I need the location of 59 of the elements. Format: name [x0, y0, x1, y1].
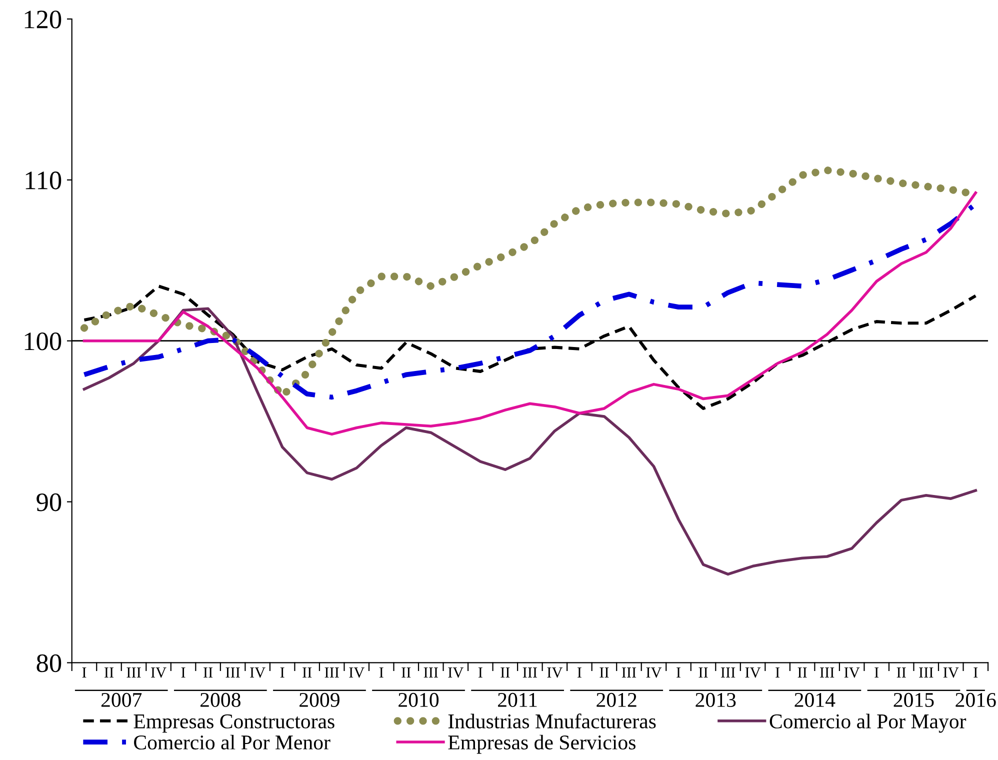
x-tick-label: I	[280, 667, 284, 678]
x-tick-label: II	[500, 667, 510, 678]
x-tick-label: II	[302, 667, 312, 678]
legend-label: Empresas de Servicios	[448, 734, 636, 754]
text: 2014	[794, 692, 836, 707]
x-tick-label: III	[522, 667, 538, 678]
x-tick-label: IV	[943, 667, 959, 678]
x-tick-label: IV	[745, 667, 761, 678]
x-tick-label: III	[324, 667, 339, 678]
text: 2007	[101, 692, 142, 707]
text: 2008	[200, 692, 240, 707]
x-tick-label: II	[698, 667, 708, 678]
x-tick-label: I	[676, 667, 681, 678]
x-tick-label: II	[104, 667, 114, 678]
x-tick-label: II	[204, 667, 213, 678]
line-series	[82, 307, 978, 576]
x-tick-label: IV	[547, 667, 563, 678]
legend-label: Industrias Mnufactureras	[448, 714, 656, 728]
x-tick-label: III	[919, 667, 934, 678]
x-tick-label: I	[379, 667, 384, 678]
y-tick-label: 90	[36, 493, 62, 512]
legend-label: Comercio al Por Menor	[134, 734, 330, 750]
x-tick-label: III	[126, 667, 141, 678]
y-tick-label: 110	[26, 172, 62, 190]
x-tick-label: III	[226, 667, 240, 678]
y-tick-label: 80	[36, 654, 62, 672]
x-tick-label: IV	[646, 667, 662, 678]
x-tick-label: IV	[349, 667, 364, 678]
x-tick-label: IV	[250, 667, 266, 678]
x-tick-label: I	[974, 667, 978, 678]
x-tick-label: II	[600, 667, 609, 678]
x-tick-label: III	[424, 667, 438, 678]
legend-label: Empresas Constructoras	[134, 714, 334, 733]
x-tick-label: I	[577, 667, 582, 678]
text: 2012	[596, 692, 636, 707]
legend-label: Comercio al Por Mayor	[770, 714, 966, 733]
x-tick-label: IV	[151, 667, 166, 678]
x-tick-label: II	[798, 667, 807, 678]
x-tick-label: II	[896, 667, 906, 678]
x-tick-label: III	[720, 667, 736, 678]
text: 2013	[696, 692, 736, 707]
y-tick-label: 100	[24, 332, 62, 350]
x-tick-label: IV	[844, 667, 860, 678]
x-tick-label: IV	[448, 667, 464, 678]
line-series	[82, 191, 978, 436]
y-tick-label: 120	[24, 10, 62, 28]
x-tick-label: I	[82, 667, 86, 678]
text: 2010	[398, 692, 439, 707]
x-tick-label: I	[776, 667, 780, 678]
text: 2009	[300, 692, 340, 707]
text: 2015	[894, 692, 934, 707]
x-tick-label: III	[820, 667, 834, 678]
x-tick-label: I	[874, 667, 879, 678]
x-tick-label: II	[402, 667, 411, 678]
text: 2016	[956, 692, 996, 707]
x-tick-label: I	[181, 667, 186, 678]
x-tick-label: III	[622, 667, 636, 678]
x-tick-label: I	[478, 667, 482, 678]
text: 2011	[498, 692, 537, 707]
